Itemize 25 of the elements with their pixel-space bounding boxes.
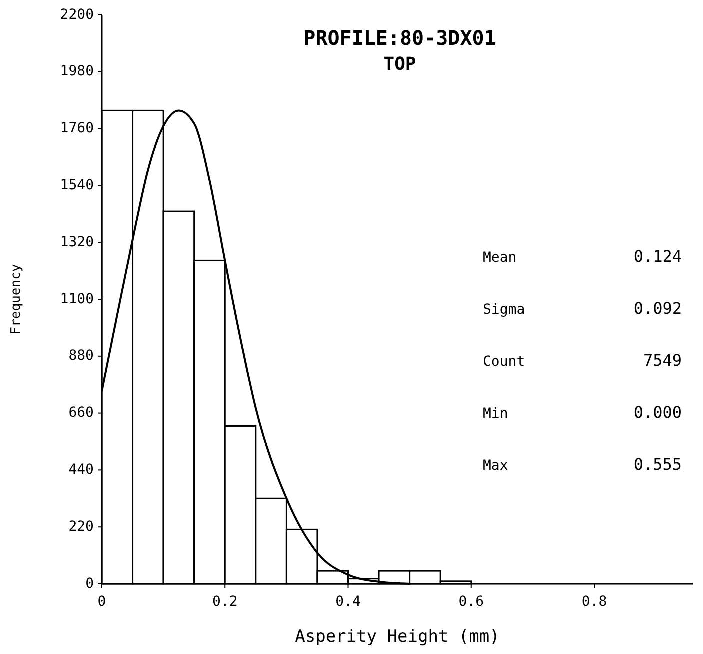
y-tick-label: 1980 xyxy=(60,64,94,80)
text: Min 0.000 xyxy=(483,403,682,422)
x-tick-label: 0 xyxy=(98,594,106,610)
x-tick-label: 0.4 xyxy=(336,594,361,610)
text: Count 7549 xyxy=(483,351,682,370)
y-axis-title: Frequency xyxy=(9,264,24,335)
y-tick-label: 2200 xyxy=(60,6,94,23)
text: TOP xyxy=(384,54,416,75)
x-tick-label: 0.2 xyxy=(212,594,238,610)
y-tick-label: 880 xyxy=(68,348,94,364)
x-axis-title: Asperity Height (mm) xyxy=(295,627,500,647)
y-tick-label: 1760 xyxy=(60,120,94,137)
y-tick-label: 1540 xyxy=(60,178,94,194)
text: Max 0.555 xyxy=(483,455,682,474)
x-tick-label: 0.6 xyxy=(458,594,484,610)
y-tick-label: 220 xyxy=(68,518,94,535)
y-tick-label: 1320 xyxy=(60,234,94,250)
text: Mean 0.124 xyxy=(483,247,682,266)
text: Sigma 0.092 xyxy=(483,299,682,318)
y-tick-label: 0 xyxy=(86,576,94,592)
y-tick-label: 1100 xyxy=(60,291,94,308)
y-tick-label: 660 xyxy=(68,405,94,422)
text: PROFILE:80-3DX01 xyxy=(304,26,496,50)
y-tick-label: 440 xyxy=(68,462,94,478)
x-tick-label: 0.8 xyxy=(582,594,608,610)
